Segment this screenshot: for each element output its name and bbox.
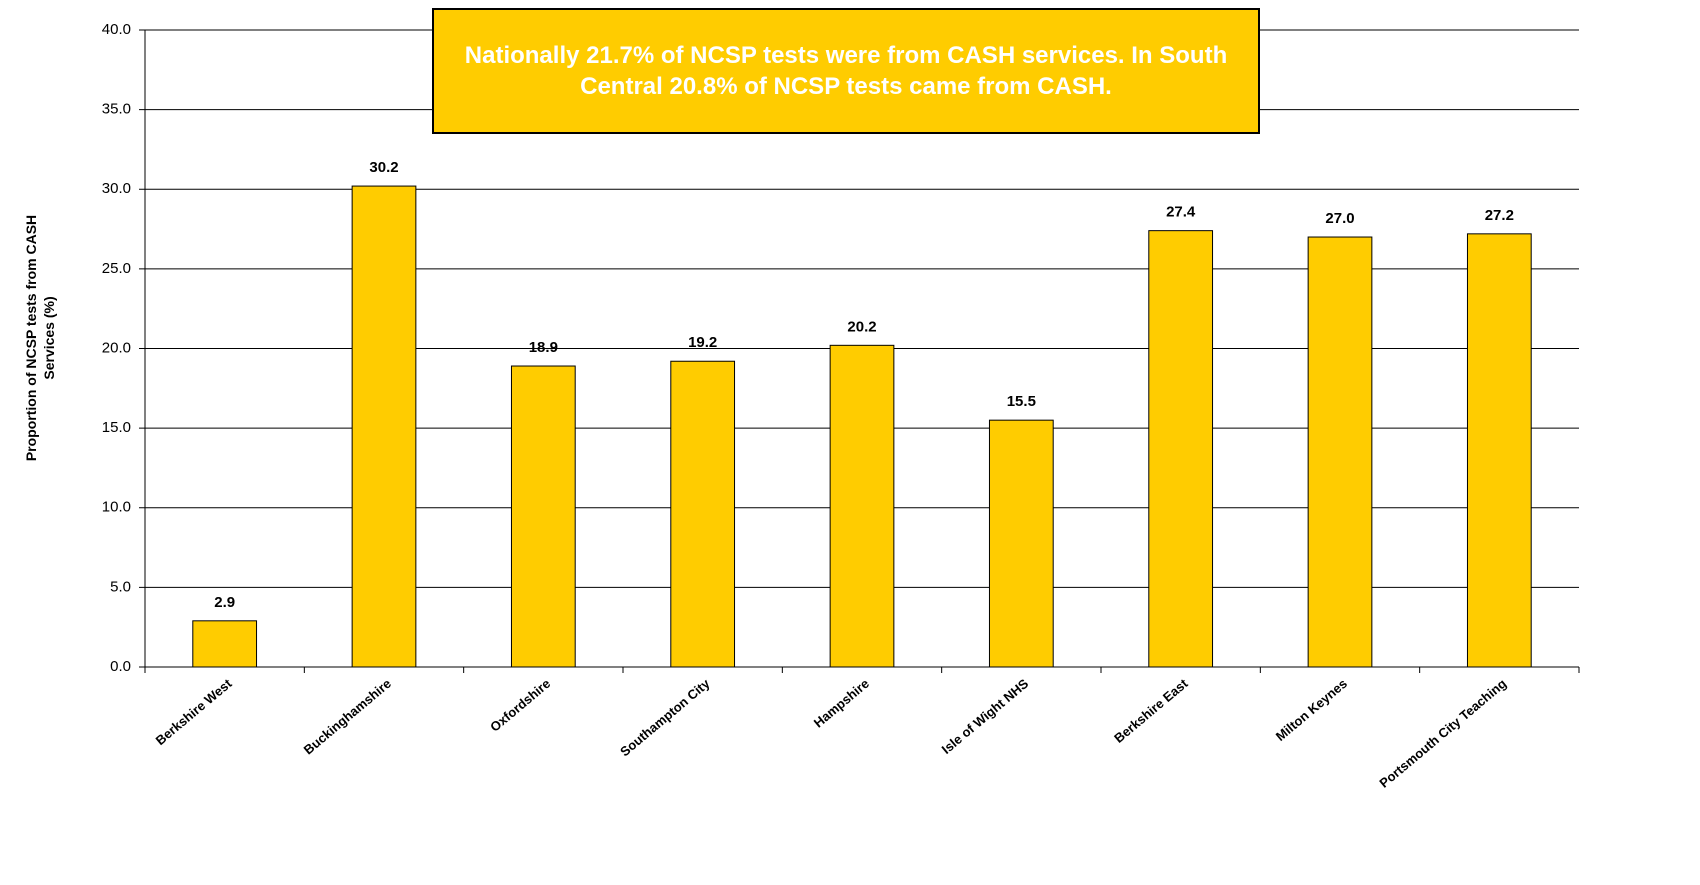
bar [1307,236,1373,668]
bar [510,365,576,668]
data-label: 27.4 [1166,204,1196,221]
y-axis-label: Proportion of NCSP tests from CASH Servi… [23,214,57,462]
y-tick-label: 20.0 [102,339,131,356]
data-label: 27.0 [1325,210,1354,227]
y-tick-label: 40.0 [102,21,131,38]
x-tick-label: Berkshire East [1111,675,1191,745]
x-tick-label: Oxfordshire [487,676,553,735]
data-label: 2.9 [214,594,235,611]
data-label: 15.5 [1007,393,1036,410]
annotation: Nationally 21.7% of NCSP tests were from… [432,8,1260,134]
y-tick-label: 30.0 [102,180,131,197]
x-tick-label: Buckinghamshire [301,676,394,758]
y-tick-label: 15.0 [102,419,131,436]
bar [988,419,1054,668]
x-tick-label: Milton Keynes [1273,676,1350,744]
y-tick-label: 10.0 [102,499,131,516]
x-tick-label: Southampton City [617,675,713,759]
bar [351,185,417,668]
bar [1148,230,1214,668]
data-label: 19.2 [688,334,717,351]
data-label: 30.2 [369,159,398,176]
bar [829,344,895,668]
data-label: 18.9 [529,339,558,356]
y-tick-label: 25.0 [102,260,131,277]
x-tick-label: Hampshire [811,676,872,731]
x-tick-label: Berkshire West [153,675,235,748]
data-label: 27.2 [1485,207,1514,224]
bar [670,360,736,668]
y-tick-label: 5.0 [110,578,131,595]
data-label: 20.2 [847,318,876,335]
bar [1466,233,1532,668]
x-tick-label: Portsmouth City Teaching [1376,676,1509,791]
y-tick-label: 35.0 [102,101,131,118]
bar [192,620,258,668]
y-tick-label: 0.0 [110,658,131,675]
x-tick-label: Isle of Wight NHS [939,676,1032,757]
